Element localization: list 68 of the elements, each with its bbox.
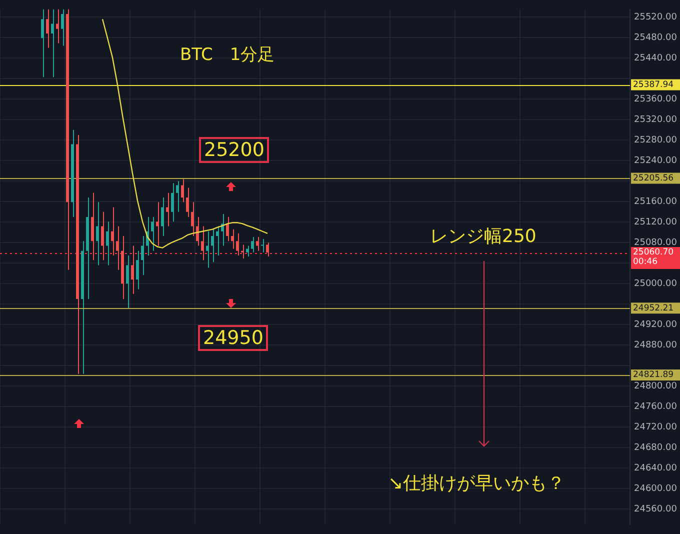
y-tick-label: 25000.00 <box>634 279 678 290</box>
y-tick-label: 25240.00 <box>634 156 678 166</box>
y-tick-label: 25320.00 <box>634 114 678 125</box>
candlestick <box>111 206 114 256</box>
text: BTC 1分足 <box>180 44 275 66</box>
candlestick <box>216 226 219 256</box>
annotation: ↘仕掛けが早いかも？ <box>388 472 566 495</box>
ref-line-label: 24952.21 <box>633 303 674 314</box>
y-tick-label: 24640.00 <box>634 464 678 474</box>
candlestick <box>266 242 269 257</box>
candlestick <box>126 254 129 309</box>
y-tick-label: 25160.00 <box>634 196 678 207</box>
candlestick <box>106 221 109 266</box>
candlestick <box>211 228 214 263</box>
y-tick-label: 25440.00 <box>634 53 678 64</box>
annotation: 24950 <box>198 325 268 351</box>
candlestick <box>181 178 184 203</box>
y-tick-label: 25280.00 <box>634 135 678 146</box>
candlestick <box>206 230 209 268</box>
y-tick-label: 24680.00 <box>634 443 678 454</box>
candlestick <box>136 250 139 290</box>
candlestick <box>201 226 204 261</box>
candlestick <box>61 8 64 46</box>
candlestick <box>261 238 264 253</box>
candlestick <box>131 245 134 294</box>
y-tick-label: 24880.00 <box>634 340 678 351</box>
y-tick-label: 24560.00 <box>634 504 678 515</box>
candlestick <box>46 8 49 48</box>
y-tick-label: 24600.00 <box>634 484 678 494</box>
y-tick-label: 25080.00 <box>634 238 678 248</box>
ref-line-label: 25060.70 <box>633 248 674 258</box>
y-tick-label: 25480.00 <box>634 32 678 43</box>
text: 00:46 <box>633 257 658 267</box>
y-tick-label: 24800.00 <box>634 382 678 392</box>
candlestick <box>56 8 59 44</box>
candlestick <box>116 226 119 270</box>
candlestick <box>156 202 159 246</box>
candlestick <box>226 216 229 242</box>
candlestick <box>161 197 164 236</box>
candlestick <box>151 216 154 252</box>
y-tick-label: 24720.00 <box>634 422 678 433</box>
candlestick <box>41 8 44 78</box>
y-tick-label: 25360.00 <box>634 94 678 104</box>
candlestick <box>141 235 144 276</box>
candlestick <box>231 228 234 250</box>
ref-line-label: 25205.56 <box>633 173 674 184</box>
candlestick <box>191 202 194 236</box>
ref-line-label: 25387.94 <box>633 80 674 90</box>
candlestick <box>166 192 169 227</box>
y-tick-label: 25120.00 <box>634 217 678 228</box>
y-tick-label: 24760.00 <box>634 402 678 412</box>
candlestick <box>96 202 99 266</box>
candlestick <box>171 182 174 222</box>
annotation: レンジ幅250 <box>430 225 536 248</box>
candlestick <box>236 232 239 256</box>
candlestick <box>241 244 244 260</box>
candlestick <box>251 236 254 253</box>
candlestick <box>186 187 189 218</box>
candlestick <box>51 8 54 78</box>
candlestick <box>196 216 199 246</box>
candlestick <box>256 236 259 252</box>
candlestick <box>246 245 249 257</box>
y-tick-label: 25520.00 <box>634 12 678 22</box>
y-tick-label: 24920.00 <box>634 320 678 330</box>
candlestick <box>101 211 104 261</box>
candlestick <box>176 180 179 212</box>
ref-line-label: 24821.89 <box>633 370 674 380</box>
annotation: 25200 <box>199 137 270 163</box>
